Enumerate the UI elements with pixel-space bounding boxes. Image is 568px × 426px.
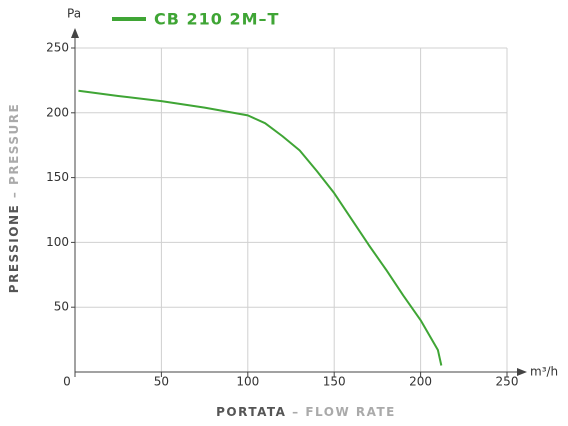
y-tick-label: 100 [46, 235, 69, 249]
series-line [78, 89, 443, 366]
x-unit: m³/h [530, 365, 558, 379]
y-tick-label: 50 [54, 300, 69, 314]
x-tick-label: 0 [63, 375, 71, 389]
legend-label: CB 210 2M–T [154, 10, 279, 29]
x-label-en: – FLOW RATE [292, 405, 396, 419]
x-arrow [517, 368, 527, 376]
y-tick-label: 250 [46, 41, 69, 55]
y-tick-label: 150 [46, 170, 69, 184]
y-arrow [71, 28, 79, 38]
x-tick-label: 250 [496, 375, 519, 389]
y-tick-label: 200 [46, 105, 69, 119]
y-label-en: – PRESSURE [7, 103, 21, 198]
y-label-it: PRESSIONE [7, 204, 21, 293]
x-label-it: PORTATA [216, 405, 286, 419]
y-label: PRESSIONE – PRESSURE [7, 103, 21, 293]
y-unit: Pa [67, 7, 81, 21]
x-label: PORTATA – FLOW RATE [216, 405, 396, 419]
x-tick-label: 150 [323, 375, 346, 389]
x-tick-label: 200 [409, 375, 432, 389]
x-tick-label: 100 [236, 375, 259, 389]
x-tick-label: 50 [154, 375, 169, 389]
